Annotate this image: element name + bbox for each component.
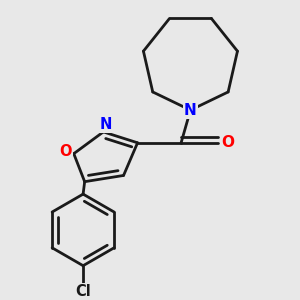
Text: Cl: Cl: [75, 284, 91, 299]
Text: N: N: [100, 117, 112, 132]
Text: O: O: [221, 135, 234, 150]
Text: N: N: [184, 103, 197, 118]
Text: O: O: [60, 144, 72, 159]
